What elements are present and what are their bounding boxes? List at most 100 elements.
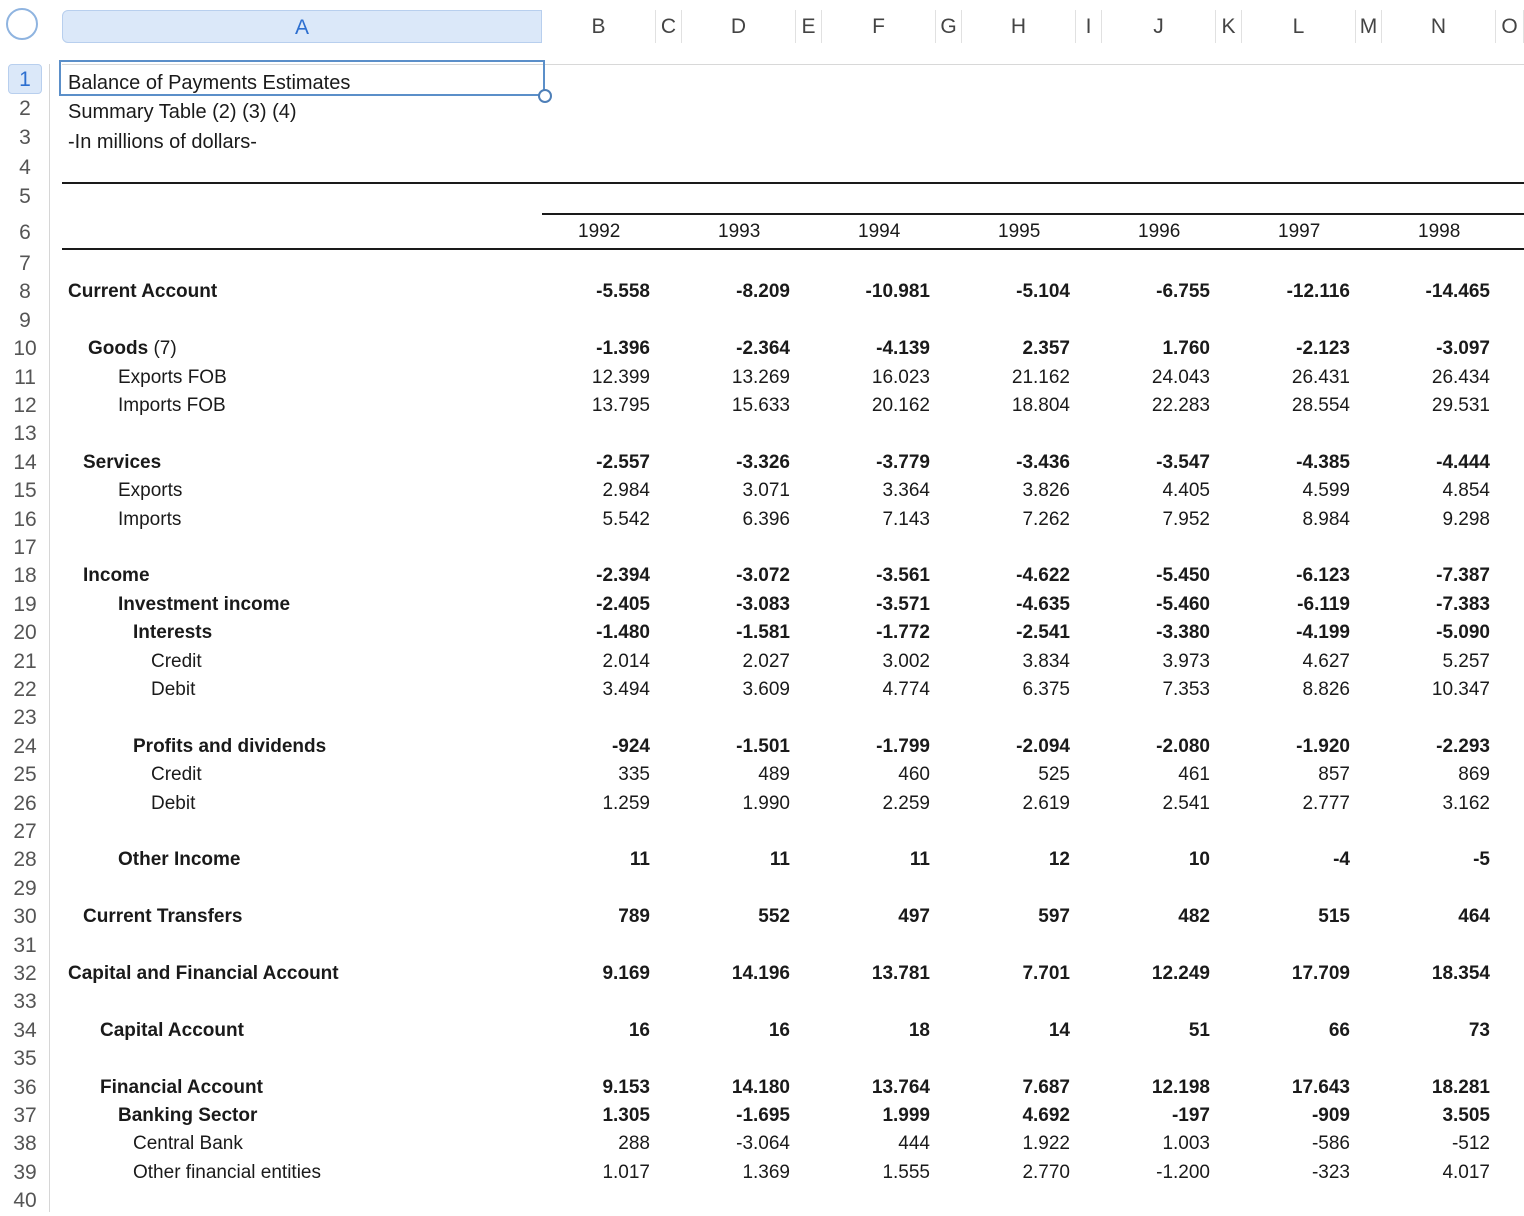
column-header-l[interactable]: L bbox=[1242, 10, 1356, 43]
value-cell[interactable]: 6.396 bbox=[742, 508, 790, 530]
value-cell[interactable]: -7.387 bbox=[1436, 565, 1490, 587]
row-header-8[interactable]: 8 bbox=[19, 280, 31, 304]
value-cell[interactable]: -586 bbox=[1311, 1133, 1350, 1155]
fill-handle-icon[interactable] bbox=[538, 89, 552, 103]
row-header-14[interactable]: 14 bbox=[13, 450, 37, 474]
row-header-36[interactable]: 36 bbox=[13, 1075, 37, 1099]
column-header-j[interactable]: J bbox=[1102, 10, 1216, 43]
value-cell[interactable]: -8.209 bbox=[736, 281, 790, 303]
value-cell[interactable]: -3.380 bbox=[1156, 622, 1210, 644]
value-cell[interactable]: 7.143 bbox=[882, 508, 930, 530]
value-cell[interactable]: -3.561 bbox=[876, 565, 930, 587]
value-cell[interactable]: -3.547 bbox=[1156, 451, 1210, 473]
row-header-13[interactable]: 13 bbox=[13, 422, 37, 446]
value-cell[interactable]: -2.293 bbox=[1436, 735, 1490, 757]
value-cell[interactable]: 515 bbox=[1318, 906, 1350, 928]
value-cell[interactable]: 2.027 bbox=[742, 650, 790, 672]
value-cell[interactable]: 3.071 bbox=[742, 480, 790, 502]
value-cell[interactable]: 26.434 bbox=[1431, 366, 1490, 388]
value-cell[interactable]: 16 bbox=[768, 1019, 790, 1041]
row-header-31[interactable]: 31 bbox=[13, 933, 37, 957]
value-cell[interactable]: 789 bbox=[618, 906, 650, 928]
value-cell[interactable]: 26.431 bbox=[1291, 366, 1350, 388]
row-header-29[interactable]: 29 bbox=[13, 876, 37, 900]
row-label[interactable]: Financial Account bbox=[100, 1077, 263, 1099]
value-cell[interactable]: 3.505 bbox=[1442, 1105, 1490, 1126]
column-header-d[interactable]: D bbox=[682, 10, 796, 43]
value-cell[interactable]: 10 bbox=[1188, 849, 1210, 871]
value-cell[interactable]: 460 bbox=[898, 764, 930, 786]
row-header-5[interactable]: 5 bbox=[19, 185, 31, 208]
value-cell[interactable]: 13.795 bbox=[591, 395, 650, 416]
row-header-38[interactable]: 38 bbox=[13, 1132, 37, 1156]
row-header-28[interactable]: 28 bbox=[13, 848, 37, 872]
value-cell[interactable]: 14.180 bbox=[731, 1076, 790, 1098]
value-cell[interactable]: 8.984 bbox=[1302, 508, 1350, 530]
value-cell[interactable]: -2.405 bbox=[596, 593, 650, 615]
row-header-6[interactable]: 6 bbox=[19, 221, 31, 244]
value-cell[interactable]: 4.017 bbox=[1442, 1161, 1490, 1183]
selected-cell-outline[interactable] bbox=[59, 60, 545, 96]
value-cell[interactable]: 3.826 bbox=[1022, 480, 1070, 502]
value-cell[interactable]: -1.581 bbox=[736, 622, 790, 644]
row-label[interactable]: Investment income bbox=[118, 594, 290, 616]
units-cell[interactable]: -In millions of dollars- bbox=[68, 131, 257, 153]
value-cell[interactable]: -4.385 bbox=[1296, 451, 1350, 473]
value-cell[interactable]: 1.999 bbox=[882, 1105, 930, 1126]
column-header-f[interactable]: F bbox=[822, 10, 936, 43]
value-cell[interactable]: -10.981 bbox=[865, 281, 930, 303]
value-cell[interactable]: 489 bbox=[758, 764, 790, 786]
value-cell[interactable]: 7.262 bbox=[1022, 508, 1070, 530]
select-all-circle-icon[interactable] bbox=[6, 8, 38, 40]
value-cell[interactable]: -5.104 bbox=[1016, 281, 1070, 303]
row-label[interactable]: Banking Sector bbox=[118, 1105, 257, 1127]
value-cell[interactable]: -4.635 bbox=[1016, 593, 1070, 615]
value-cell[interactable]: 5.257 bbox=[1442, 650, 1490, 672]
value-cell[interactable]: -3.083 bbox=[736, 593, 790, 615]
value-cell[interactable]: 2.014 bbox=[602, 650, 650, 672]
value-cell[interactable]: 4.854 bbox=[1442, 480, 1490, 502]
row-label[interactable]: Current Account bbox=[68, 281, 217, 303]
value-cell[interactable]: 13.269 bbox=[731, 366, 790, 388]
value-cell[interactable]: 66 bbox=[1328, 1019, 1350, 1041]
value-cell[interactable]: -4.444 bbox=[1436, 451, 1490, 473]
value-cell[interactable]: -1.920 bbox=[1296, 735, 1350, 757]
value-cell[interactable]: 17.643 bbox=[1291, 1076, 1350, 1098]
value-cell[interactable]: 1.259 bbox=[602, 792, 650, 814]
value-cell[interactable]: -1.772 bbox=[876, 622, 930, 644]
value-cell[interactable]: 2.777 bbox=[1302, 792, 1350, 814]
value-cell[interactable]: 7.952 bbox=[1162, 508, 1210, 530]
column-header-k[interactable]: K bbox=[1216, 10, 1242, 43]
row-label[interactable]: Capital Account bbox=[100, 1020, 244, 1042]
row-label[interactable]: Other Income bbox=[118, 849, 240, 871]
value-cell[interactable]: 11 bbox=[909, 849, 930, 871]
row-header-4[interactable]: 4 bbox=[19, 155, 31, 179]
value-cell[interactable]: -5 bbox=[1473, 849, 1490, 871]
value-cell[interactable]: -1.695 bbox=[736, 1105, 790, 1126]
row-label[interactable]: Debit bbox=[151, 679, 195, 701]
row-label[interactable]: Profits and dividends bbox=[133, 736, 326, 758]
value-cell[interactable]: 15.633 bbox=[731, 395, 790, 416]
row-header-1[interactable]: 1 bbox=[8, 64, 42, 94]
value-cell[interactable]: 3.494 bbox=[602, 679, 650, 700]
column-header-g[interactable]: G bbox=[936, 10, 962, 43]
value-cell[interactable]: 3.609 bbox=[742, 679, 790, 700]
title-cell[interactable]: Balance of Payments Estimates bbox=[68, 72, 351, 94]
value-cell[interactable]: 4.774 bbox=[882, 679, 930, 700]
row-header-3[interactable]: 3 bbox=[19, 126, 31, 149]
value-cell[interactable]: 8.826 bbox=[1302, 679, 1350, 700]
value-cell[interactable]: 2.770 bbox=[1022, 1161, 1070, 1183]
value-cell[interactable]: 20.162 bbox=[871, 395, 930, 416]
value-cell[interactable]: -4.622 bbox=[1016, 565, 1070, 587]
value-cell[interactable]: 1.555 bbox=[882, 1161, 930, 1183]
value-cell[interactable]: 335 bbox=[618, 764, 650, 786]
value-cell[interactable]: 482 bbox=[1178, 906, 1210, 928]
value-cell[interactable]: 24.043 bbox=[1151, 366, 1210, 388]
value-cell[interactable]: 9.298 bbox=[1442, 508, 1490, 530]
value-cell[interactable]: 4.599 bbox=[1302, 480, 1350, 502]
value-cell[interactable]: 16 bbox=[628, 1019, 650, 1041]
row-label[interactable]: Debit bbox=[151, 793, 195, 815]
value-cell[interactable]: -3.097 bbox=[1436, 338, 1490, 360]
column-header-h[interactable]: H bbox=[962, 10, 1076, 43]
row-label[interactable]: Income bbox=[83, 565, 150, 587]
